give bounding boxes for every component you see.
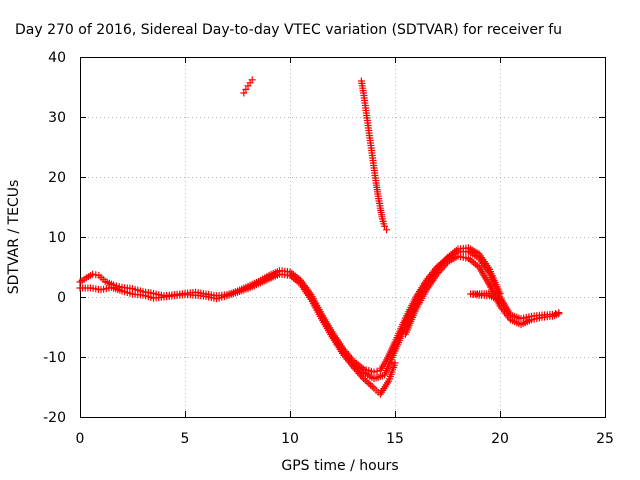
data-point (391, 359, 399, 367)
data-point (242, 85, 250, 93)
x-tick-label: 20 (491, 431, 509, 447)
data-point (295, 278, 303, 286)
x-tick-label: 15 (386, 431, 404, 447)
axis-ticks (80, 57, 606, 418)
data-point (452, 246, 460, 254)
data-point (383, 226, 391, 234)
y-tick-label: -20 (43, 410, 66, 426)
data-point (358, 367, 366, 375)
data-point (496, 297, 504, 305)
grid-lines (80, 57, 605, 417)
x-tick-label: 25 (596, 431, 614, 447)
data-point (240, 89, 248, 97)
y-tick-labels: -20 -10 0 10 20 30 40 (43, 50, 66, 426)
data-point (435, 264, 442, 272)
series-arc-2 (357, 77, 391, 234)
y-tick-label: 10 (48, 230, 66, 246)
y-tick-label: -10 (43, 350, 66, 366)
data-point (361, 376, 369, 384)
x-tick-label: 0 (76, 431, 85, 447)
data-point (368, 383, 376, 391)
y-tick-label: 0 (57, 290, 66, 306)
y-tick-label: 40 (48, 50, 66, 66)
data-point (373, 367, 381, 375)
data-point (381, 222, 388, 230)
series-track-3 (307, 244, 504, 383)
data-point (442, 255, 450, 263)
data-point (441, 257, 448, 265)
plot-frame (80, 57, 606, 418)
data-point (248, 76, 256, 84)
data-point (555, 310, 563, 318)
series-arc-1 (240, 76, 256, 97)
x-tick-label: 10 (281, 431, 299, 447)
y-axis-label: SDTVAR / TECUs (6, 180, 22, 295)
data-point (436, 262, 444, 270)
data-series (76, 76, 563, 398)
data-point (367, 381, 374, 389)
data-point (439, 259, 447, 266)
x-tick-label: 5 (181, 431, 190, 447)
y-tick-label: 30 (48, 110, 66, 126)
chart-title: Day 270 of 2016, Sidereal Day-to-day VTE… (15, 22, 562, 38)
data-point (365, 379, 373, 387)
y-tick-label: 20 (48, 170, 66, 186)
data-point (370, 368, 378, 376)
x-axis-label: GPS time / hours (281, 458, 398, 474)
x-tick-labels: 0 5 10 15 20 25 (76, 431, 614, 447)
data-point (433, 265, 441, 273)
